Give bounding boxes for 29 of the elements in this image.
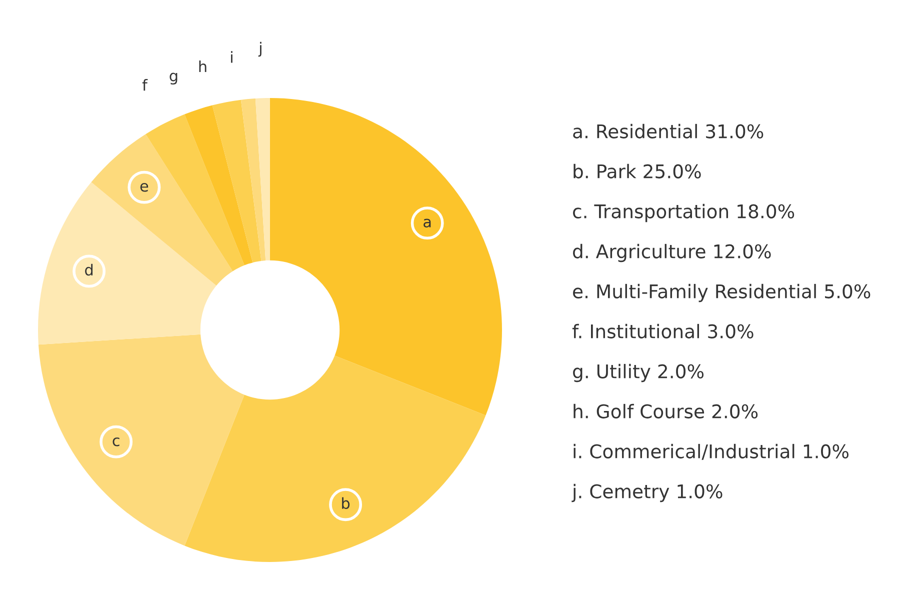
- donut-slice: [270, 98, 502, 416]
- slice-label: d: [85, 264, 93, 276]
- donut-slice: [240, 98, 266, 261]
- slice-label: b: [342, 497, 350, 510]
- text: e. Multi-Family Residential 5.0%: [573, 284, 870, 302]
- text: i. Commerical/Industrial 1.0%: [574, 444, 848, 460]
- slice-label: h: [199, 60, 206, 72]
- text: h. Golf Course 2.0%: [574, 404, 758, 418]
- slice-label: c: [112, 437, 120, 446]
- text: g. Utility 2.0%: [573, 364, 704, 382]
- slice-label: e: [140, 182, 148, 192]
- donut-slice: [38, 182, 216, 345]
- text: j. Cemetry 1.0%: [572, 484, 722, 502]
- text: d. Argriculture 12.0%: [573, 244, 771, 262]
- slice-label: i: [231, 51, 232, 63]
- slice-label: j: [258, 42, 262, 57]
- text: f. Institutional 3.0%: [572, 324, 754, 338]
- slice-label: a: [424, 218, 431, 228]
- slice-label: g: [170, 72, 178, 85]
- donut-slice: [91, 134, 233, 286]
- donut-slice: [212, 100, 262, 263]
- donut-slice: [255, 98, 270, 261]
- donut-slice: [184, 356, 486, 562]
- text: a. Residential 31.0%: [573, 124, 764, 138]
- text: b. Park 25.0%: [574, 164, 701, 178]
- donut-slice: [184, 105, 253, 266]
- text: c. Transportation 18.0%: [573, 204, 794, 222]
- slice-label: f: [142, 79, 148, 91]
- donut-slice: [38, 334, 244, 546]
